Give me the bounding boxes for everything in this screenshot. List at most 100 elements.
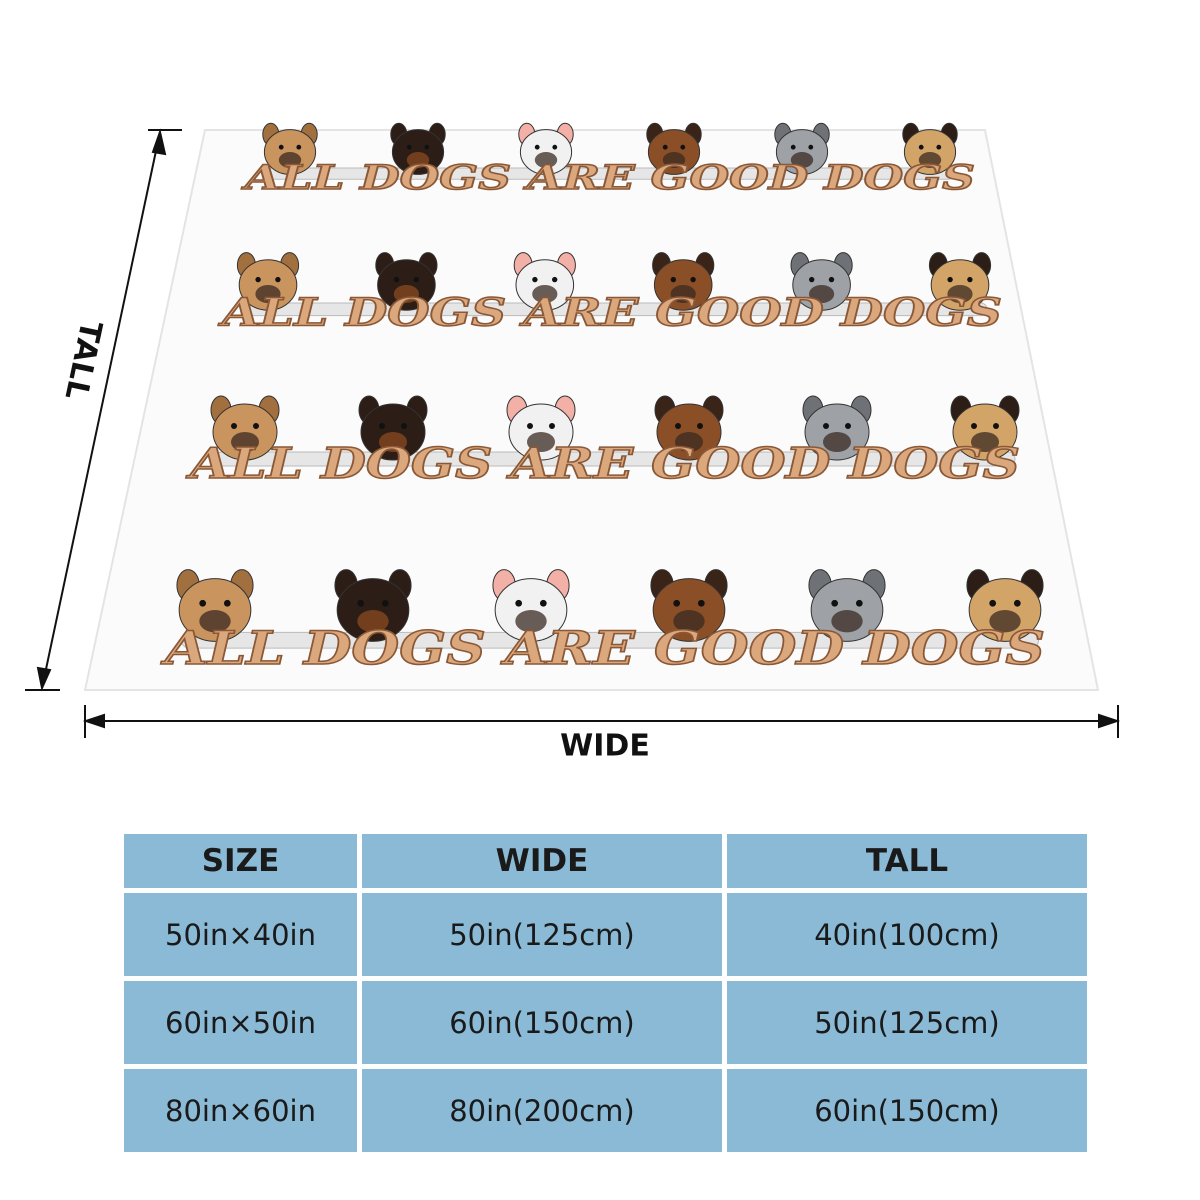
dog-muzzle (790, 152, 814, 168)
dog-eye (539, 599, 547, 607)
dog-head (178, 578, 252, 642)
dog-eye (936, 144, 942, 150)
dog-eye (255, 276, 261, 283)
dog-eye (918, 144, 924, 150)
dog-eye (823, 423, 829, 429)
dog-head (968, 578, 1042, 642)
dog-eye (515, 599, 523, 607)
dog-eye (697, 599, 705, 607)
dog-muzzle (670, 285, 696, 303)
slogan: ALL DOGS ARE GOOD DOGS (218, 290, 1002, 335)
bone (214, 451, 1016, 467)
dog-eye (662, 144, 668, 150)
dog-eye (790, 144, 796, 150)
bone (240, 302, 988, 317)
dog-muzzle (989, 610, 1021, 633)
dog-eye (971, 423, 977, 429)
dog-eye (534, 144, 540, 150)
cell: 80in(200cm) (362, 1069, 722, 1152)
cell: 60in(150cm) (362, 981, 722, 1064)
dog-head (810, 578, 884, 642)
dog-eye (379, 423, 385, 429)
dog-muzzle (809, 285, 835, 303)
cell: 50in×40in (124, 893, 357, 976)
dog-eye (1013, 599, 1021, 607)
dogs (176, 122, 1044, 649)
tall-label: TALL (58, 318, 109, 403)
wide-arrow (82, 705, 1121, 738)
slogan: ALL DOGS ARE GOOD DOGS (185, 439, 1020, 488)
dog-eye (680, 144, 686, 150)
dog-muzzle (278, 152, 302, 168)
dog-eye (552, 276, 558, 283)
dog-muzzle (357, 610, 389, 633)
dog-muzzle (406, 152, 430, 168)
dog-eye (828, 276, 835, 283)
dog-eye (845, 423, 851, 429)
slogan: ALL DOGS ARE GOOD DOGS (160, 621, 1045, 675)
dog-eye (697, 423, 703, 429)
dog-eye (675, 423, 681, 429)
bone (265, 167, 955, 180)
dog-muzzle (231, 432, 259, 452)
dog-muzzle (662, 152, 686, 168)
dog-eye (989, 599, 997, 607)
cell: 50in(125cm) (362, 893, 722, 976)
dog-eye (253, 423, 259, 429)
dog-eye (231, 423, 237, 429)
dog-eye (413, 276, 419, 283)
table-header: SIZE WIDE TALL (124, 834, 1087, 888)
dog-eye (275, 276, 281, 283)
dog-muzzle (515, 610, 547, 633)
dog-eye (549, 423, 555, 429)
dog-eye (424, 144, 430, 150)
dog-muzzle (831, 610, 863, 633)
dog-eye (967, 276, 973, 283)
wide-label: WIDE (560, 729, 650, 764)
dog-eye (278, 144, 284, 150)
cell: 40in(100cm) (727, 893, 1087, 976)
header-cell: WIDE (362, 834, 722, 888)
dog-eye (357, 599, 365, 607)
blanket-illustration: ALL DOGS ARE GOOD DOGS ALL DOGS ARE GOOD… (25, 122, 1121, 764)
dog-muzzle (393, 285, 419, 303)
dog-head (494, 578, 568, 642)
table-row: 80in×60in 80in(200cm) 60in(150cm) (124, 1069, 1087, 1152)
cell: 50in(125cm) (727, 981, 1087, 1064)
slogan: ALL DOGS ARE GOOD DOGS (241, 158, 975, 198)
size-table: SIZE WIDE TALL 50in×40in 50in(125cm) 40i… (119, 829, 1092, 1157)
cell: 60in×50in (124, 981, 357, 1064)
dog-muzzle (199, 610, 231, 633)
dog-muzzle (947, 285, 973, 303)
dog-eye (855, 599, 863, 607)
tall-arrow (25, 128, 182, 692)
dog-eye (393, 276, 400, 283)
dog-eye (670, 276, 676, 283)
dog-eye (401, 423, 407, 429)
dog-eye (552, 144, 558, 150)
bone (180, 631, 1040, 649)
dog-muzzle (675, 432, 703, 452)
dog-head (336, 578, 410, 642)
table-row: 50in×40in 50in(125cm) 40in(100cm) (124, 893, 1087, 976)
table-row: 60in×50in 60in(150cm) 50in(125cm) (124, 981, 1087, 1064)
dog-eye (993, 423, 999, 429)
dog-muzzle (534, 152, 558, 168)
dog-eye (673, 599, 681, 607)
dog-eye (406, 144, 412, 150)
dog-muzzle (918, 152, 942, 168)
dog-muzzle (823, 432, 851, 452)
dog-eye (199, 599, 207, 607)
header-cell: SIZE (124, 834, 357, 888)
dog-muzzle (379, 432, 407, 452)
dog-muzzle (532, 285, 558, 303)
dog-muzzle (673, 610, 705, 633)
dog-eye (831, 599, 839, 607)
dog-muzzle (527, 432, 555, 452)
dog-eye (381, 599, 389, 607)
dog-eye (223, 599, 231, 607)
dog-head (652, 578, 726, 642)
dog-eye (808, 144, 814, 150)
dog-eye (947, 276, 953, 283)
cell: 80in×60in (124, 1069, 357, 1152)
